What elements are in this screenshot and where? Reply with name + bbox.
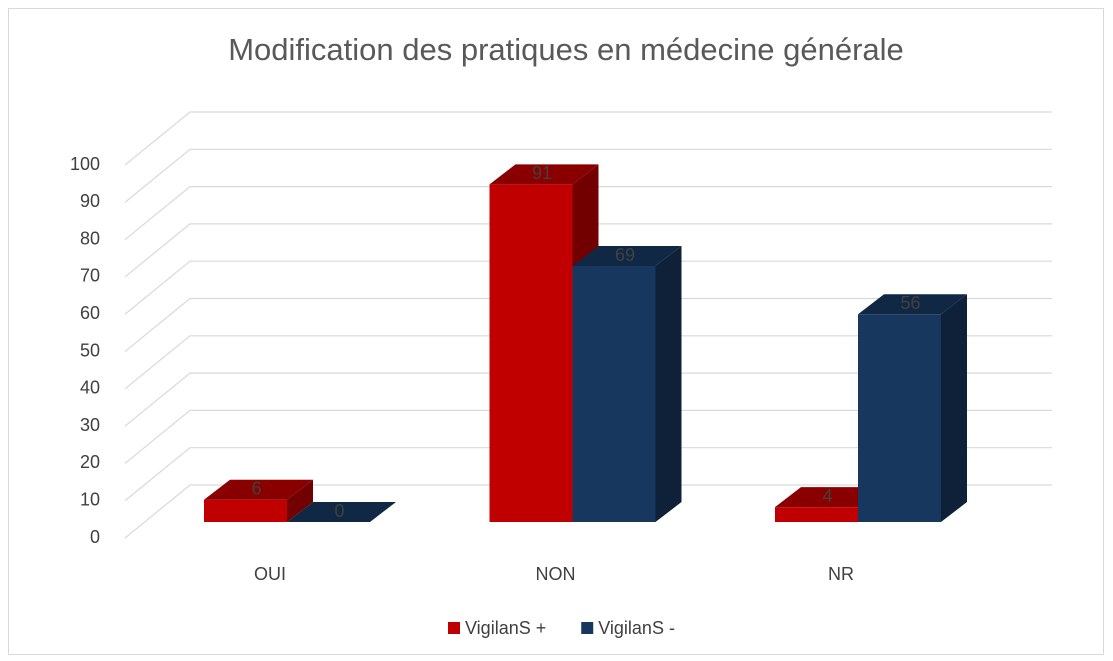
grid-line xyxy=(124,484,1052,539)
data-label: 4 xyxy=(822,486,832,506)
grid-line xyxy=(124,447,1052,502)
y-tick-label: 100 xyxy=(70,154,100,174)
grid-line xyxy=(124,372,1052,427)
data-label: 0 xyxy=(334,501,344,521)
y-tick-label: 20 xyxy=(80,452,100,472)
x-tick-label: NR xyxy=(828,564,854,584)
data-label: 91 xyxy=(532,163,552,183)
y-tick-label: 40 xyxy=(80,378,100,398)
bar xyxy=(204,499,287,522)
bar xyxy=(572,266,656,522)
grid-line xyxy=(124,111,1052,166)
bar-side xyxy=(941,294,967,522)
bar-top xyxy=(204,479,313,500)
data-label: 56 xyxy=(900,293,920,313)
bar-side xyxy=(655,246,682,522)
x-tick-label: OUI xyxy=(254,564,286,584)
bar-side xyxy=(287,479,313,522)
y-tick-label: 80 xyxy=(80,228,100,248)
bar xyxy=(489,184,573,522)
grid-line xyxy=(124,148,1052,203)
y-tick-label: 10 xyxy=(80,489,100,509)
chart-title: Modification des pratiques en médecine g… xyxy=(228,32,904,67)
bar-top xyxy=(775,487,884,508)
grid-line xyxy=(124,260,1052,315)
x-tick-label: NON xyxy=(536,564,576,584)
bar-top xyxy=(572,246,682,267)
bar-top xyxy=(858,294,967,315)
legend-label: VigilanS + xyxy=(465,618,546,638)
bar xyxy=(775,507,858,522)
y-tick-label: 70 xyxy=(80,266,100,286)
grid-line xyxy=(124,186,1052,241)
y-tick-label: 60 xyxy=(80,303,100,323)
data-label: 69 xyxy=(615,245,635,265)
grid-line xyxy=(124,297,1052,352)
bar-top xyxy=(489,164,599,185)
bar xyxy=(858,314,941,522)
grid-line xyxy=(124,335,1052,390)
bar-top xyxy=(287,502,396,522)
y-tick-label: 90 xyxy=(80,191,100,211)
y-tick-label: 30 xyxy=(80,415,100,435)
grid-line xyxy=(124,409,1052,464)
legend-label: VigilanS - xyxy=(598,618,675,638)
y-tick-label: 0 xyxy=(90,527,100,547)
y-tick-label: 50 xyxy=(80,340,100,360)
data-label: 6 xyxy=(251,478,261,498)
grid-line xyxy=(124,223,1052,278)
legend-swatch xyxy=(581,622,594,634)
legend-swatch xyxy=(448,622,460,634)
